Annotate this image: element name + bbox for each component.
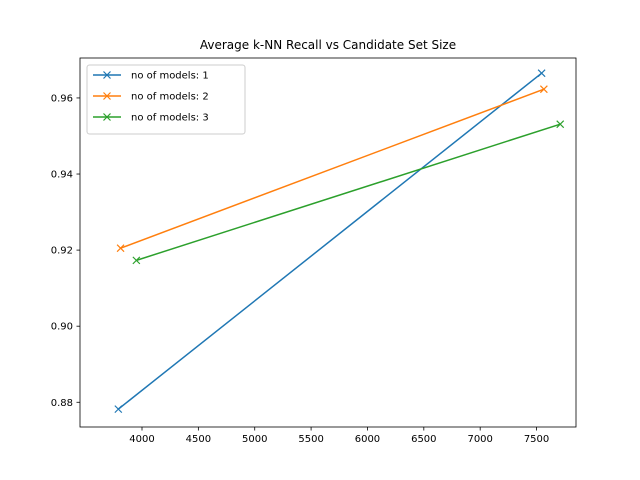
y-tick-label: 0.92 — [51, 246, 73, 257]
y-tick-label: 0.88 — [51, 398, 73, 409]
x-tick-label: 4500 — [186, 434, 211, 445]
chart-title: Average k-NN Recall vs Candidate Set Siz… — [200, 38, 456, 52]
legend-label: no of models: 3 — [131, 113, 209, 124]
legend-marker-icon — [103, 113, 111, 121]
series-3 — [132, 120, 565, 265]
legend-label: no of models: 1 — [131, 71, 209, 82]
y-axis: 0.88 0.90 0.92 0.94 0.96 — [51, 93, 80, 409]
y-tick-label: 0.94 — [51, 170, 73, 181]
y-tick-label: 0.90 — [51, 322, 73, 333]
series-2 — [116, 85, 548, 253]
x-axis: 4000 4500 5000 5500 6000 6500 7000 7500 — [129, 427, 549, 445]
legend-marker-icon — [103, 92, 111, 100]
legend-entry: no of models: 2 — [93, 92, 209, 103]
series-line — [120, 88, 545, 249]
data-point-marker — [537, 69, 546, 78]
legend-box — [86, 64, 246, 135]
legend-label: no of models: 2 — [131, 92, 209, 103]
data-point-marker — [132, 256, 141, 265]
series-1 — [114, 69, 546, 414]
data-point-marker — [114, 405, 123, 414]
y-tick-label: 0.96 — [51, 93, 73, 104]
legend-marker-icon — [103, 71, 111, 79]
x-tick-label: 5500 — [298, 434, 323, 445]
series-line — [117, 72, 543, 410]
legend-entry: no of models: 3 — [93, 113, 209, 124]
x-tick-label: 4000 — [129, 434, 154, 445]
data-point-marker — [556, 120, 565, 129]
legend-entry: no of models: 1 — [93, 71, 209, 82]
legend: no of models: 1 no of models: 2 no of mode… — [86, 64, 246, 135]
x-tick-label: 7500 — [524, 434, 549, 445]
series-line — [136, 123, 561, 262]
data-point-marker — [539, 85, 548, 94]
data-point-marker — [116, 244, 125, 253]
x-tick-label: 5000 — [242, 434, 267, 445]
x-tick-label: 7000 — [467, 434, 492, 445]
x-tick-label: 6500 — [411, 434, 436, 445]
series-layer — [114, 69, 565, 414]
x-tick-label: 6000 — [355, 434, 380, 445]
